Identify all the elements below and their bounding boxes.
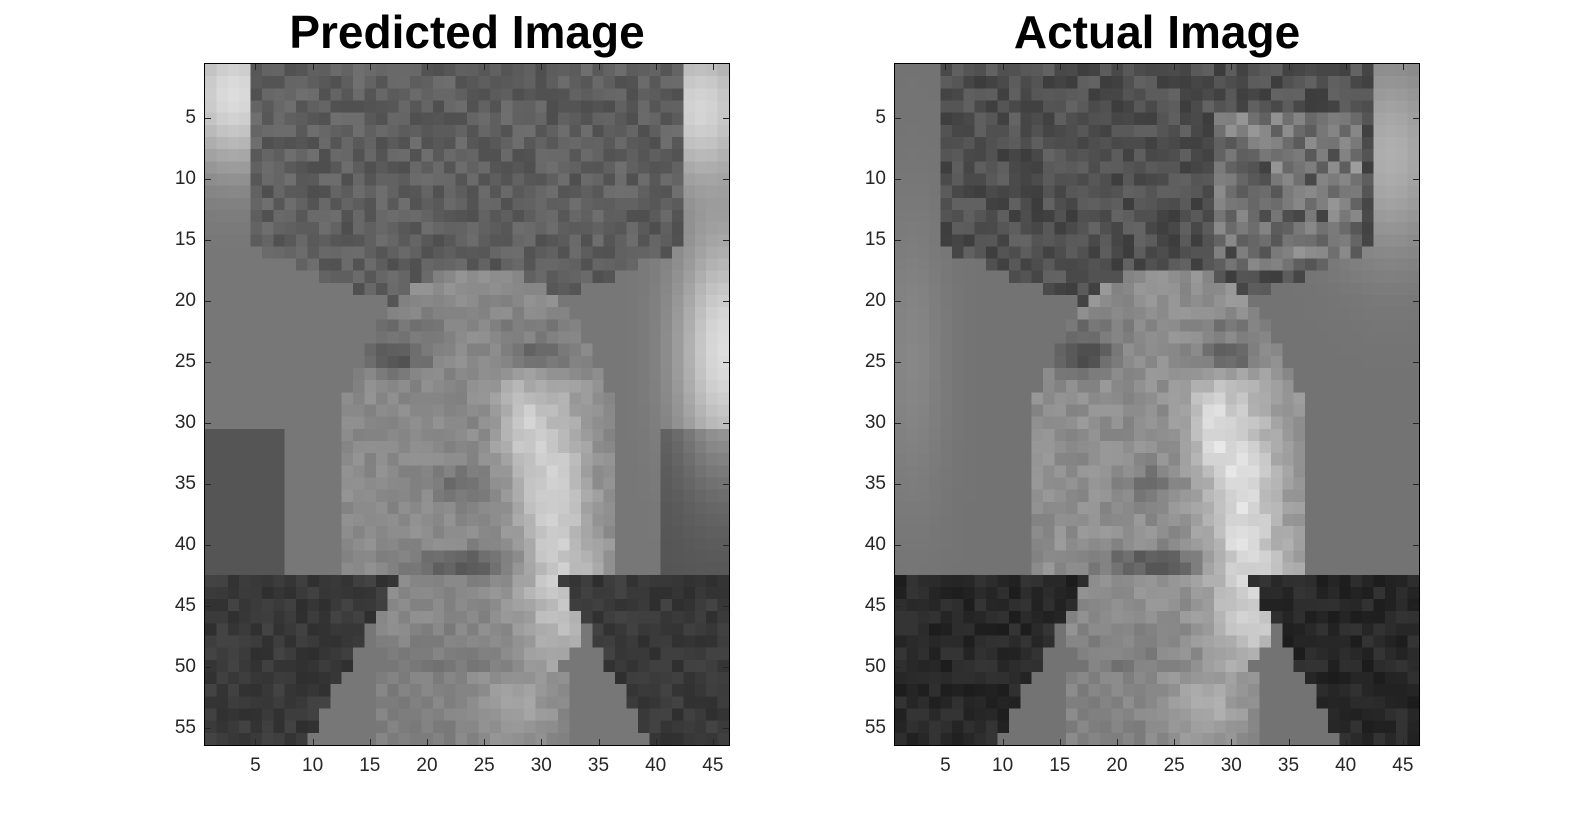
image-axes bbox=[894, 63, 1420, 746]
y-tick-label: 10 bbox=[864, 167, 886, 189]
y-tick-label: 35 bbox=[174, 472, 196, 494]
y-tick-label: 15 bbox=[174, 228, 196, 250]
y-tick-label: 5 bbox=[875, 106, 886, 128]
y-tick-label: 5 bbox=[185, 106, 196, 128]
y-tick-label: 40 bbox=[174, 533, 196, 555]
y-tick-label: 25 bbox=[864, 350, 886, 372]
x-tick-label: 35 bbox=[1277, 755, 1300, 776]
x-tick-label: 25 bbox=[1163, 755, 1185, 776]
y-tick-label: 45 bbox=[174, 594, 196, 616]
x-tick-label: 10 bbox=[302, 755, 324, 776]
y-tick-label: 55 bbox=[864, 716, 886, 738]
y-tick-label: 15 bbox=[864, 228, 886, 250]
y-tick-label: 20 bbox=[174, 289, 196, 311]
y-tick-label: 55 bbox=[174, 716, 196, 738]
x-tick-label: 35 bbox=[587, 755, 610, 776]
x-tick-label: 45 bbox=[1392, 755, 1414, 776]
y-tick-label: 45 bbox=[864, 594, 886, 616]
predicted-image-heatmap bbox=[205, 64, 729, 745]
x-tick-label: 20 bbox=[416, 755, 438, 776]
y-tick-label: 40 bbox=[864, 533, 886, 555]
y-tick-label: 25 bbox=[174, 350, 196, 372]
x-tick-label: 40 bbox=[1335, 755, 1357, 776]
chart-title: Actual Image bbox=[1013, 6, 1301, 58]
x-tick-label: 10 bbox=[992, 755, 1014, 776]
x-tick-label: 30 bbox=[530, 755, 552, 776]
x-tick-label: 20 bbox=[1106, 755, 1128, 776]
actual-image-heatmap bbox=[895, 64, 1419, 745]
y-tick-label: 20 bbox=[864, 289, 886, 311]
y-tick-label: 30 bbox=[174, 411, 196, 433]
x-tick-label: 40 bbox=[645, 755, 667, 776]
x-tick-label: 25 bbox=[473, 755, 495, 776]
x-tick-label: 45 bbox=[702, 755, 724, 776]
y-tick-label: 50 bbox=[864, 655, 886, 677]
y-tick-label: 30 bbox=[864, 411, 886, 433]
chart-title: Predicted Image bbox=[289, 6, 645, 58]
y-tick-label: 35 bbox=[864, 472, 886, 494]
x-tick-label: 15 bbox=[359, 755, 381, 776]
predicted-image-panel: Predicted Image 5 10 15 20 25 30 35 40 45 50 55 5 10… bbox=[140, 0, 840, 840]
x-tick-label: 30 bbox=[1220, 755, 1242, 776]
actual-image-panel: Actual Image 5 10 15 20 25 30 35 40 45 50 55 5 10 15 2… bbox=[830, 0, 1530, 840]
y-tick-label: 10 bbox=[174, 167, 196, 189]
y-tick-label: 50 bbox=[174, 655, 196, 677]
x-tick-label: 5 bbox=[940, 755, 951, 776]
x-tick-label: 15 bbox=[1049, 755, 1071, 776]
x-tick-label: 5 bbox=[250, 755, 261, 776]
image-axes bbox=[204, 63, 730, 746]
